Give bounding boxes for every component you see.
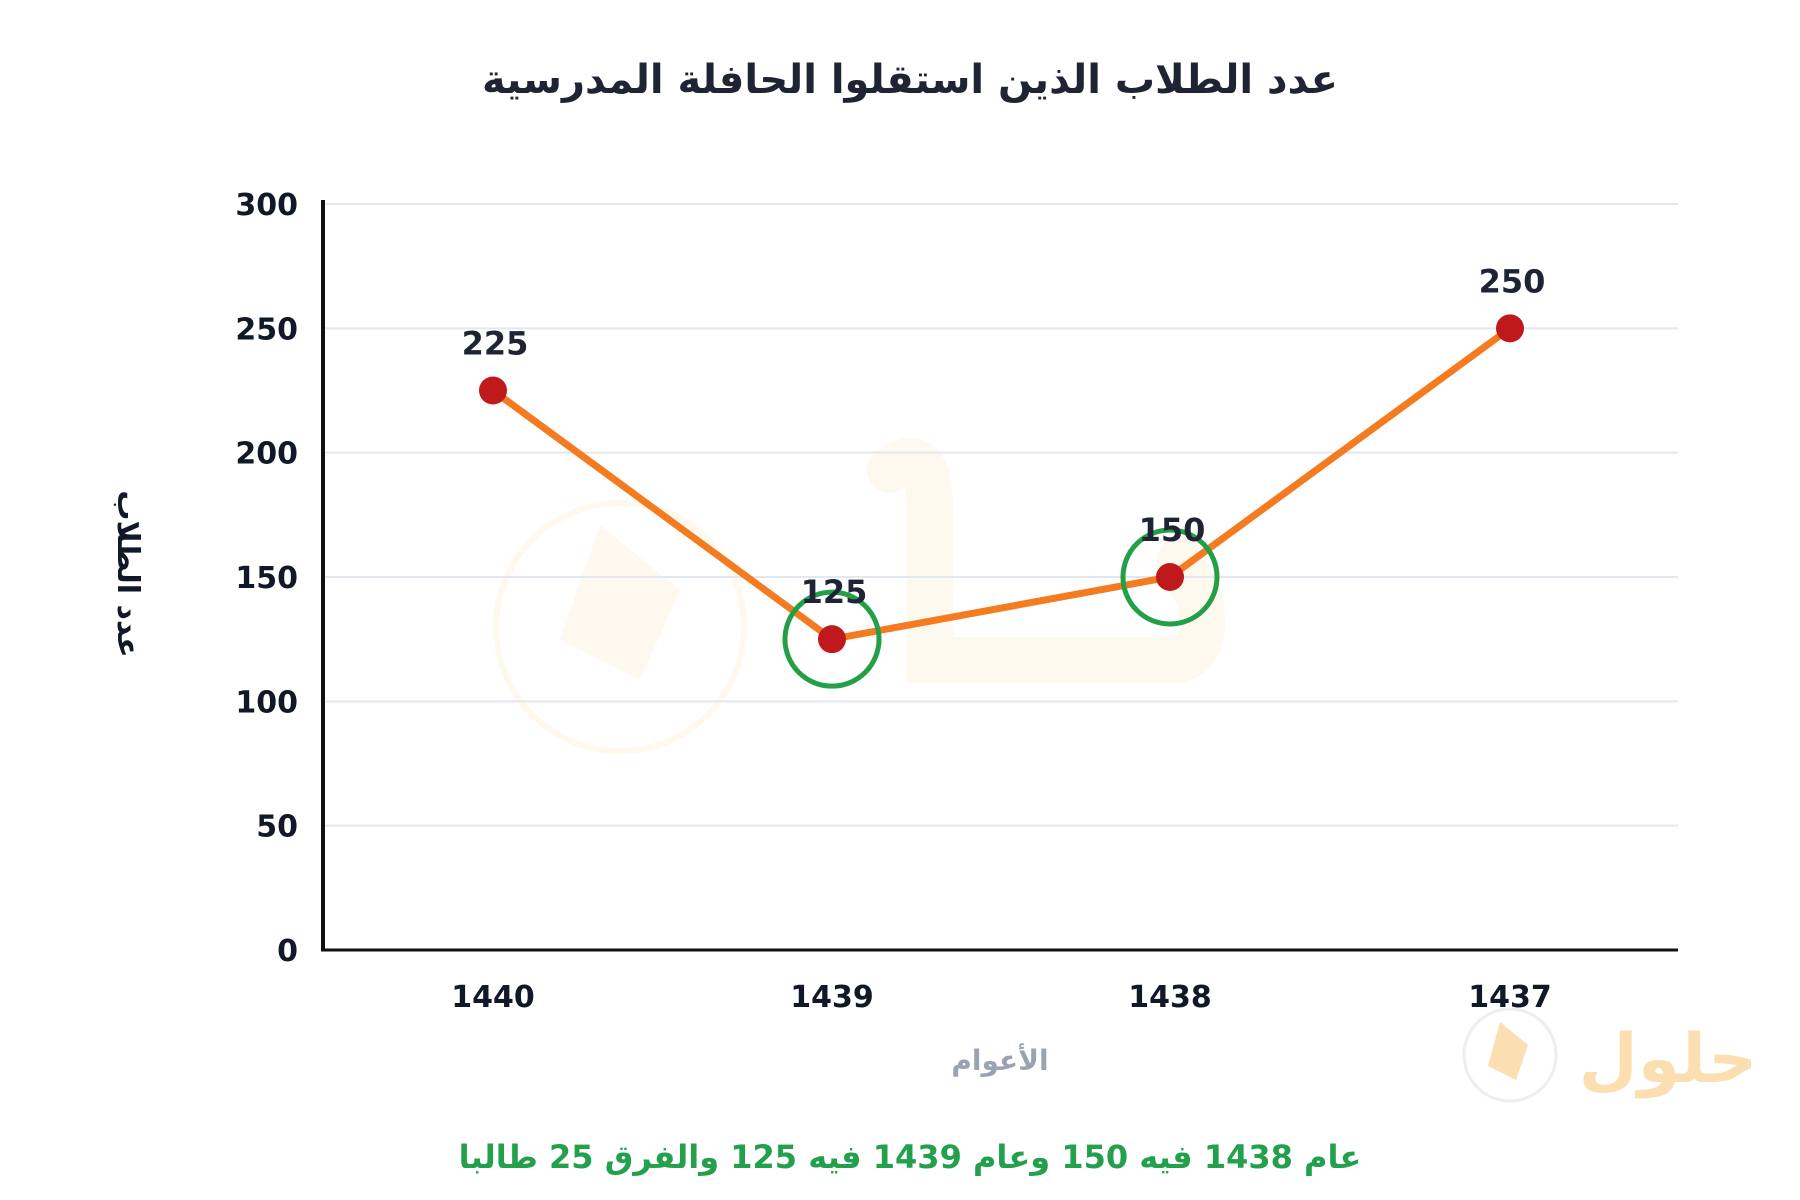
data-point bbox=[818, 625, 846, 654]
highlight-ring bbox=[1120, 527, 1220, 627]
y-tick-label: 150 bbox=[235, 561, 298, 596]
y-tick-label: 100 bbox=[235, 685, 298, 720]
y-tick-labels: 0 50 100 150 200 250 300 bbox=[235, 188, 298, 969]
watermark-text: حلول bbox=[1579, 1020, 1757, 1099]
axes bbox=[321, 200, 1678, 952]
x-tick-label: 1437 bbox=[1468, 980, 1552, 1015]
watermark-corner-logo: حلول bbox=[1462, 1007, 1757, 1103]
data-point bbox=[1496, 314, 1524, 343]
x-tick-label: 1440 bbox=[451, 980, 535, 1015]
chart-title: عدد الطلاب الذين استقلوا الحافلة المدرسي… bbox=[482, 57, 1338, 103]
y-tick-label: 300 bbox=[235, 188, 298, 223]
x-tick-labels: 1440 1439 1438 1437 bbox=[451, 980, 1552, 1015]
y-axis-title: عدد الطلاب bbox=[110, 490, 145, 657]
y-tick-label: 250 bbox=[235, 312, 298, 347]
y-tick-label: 200 bbox=[235, 437, 298, 472]
y-tick-label: 50 bbox=[256, 810, 298, 845]
x-axis-title: الأعوام bbox=[951, 1043, 1048, 1077]
x-tick-label: 1439 bbox=[790, 980, 874, 1015]
grid-lines bbox=[323, 203, 1678, 827]
watermark-logo bbox=[493, 438, 1225, 754]
data-point bbox=[1156, 563, 1184, 591]
data-label: 250 bbox=[1479, 262, 1546, 300]
highlight-ring bbox=[782, 589, 882, 689]
data-labels: 225 125 150 250 bbox=[462, 262, 1546, 611]
data-point bbox=[479, 376, 507, 405]
data-label: 150 bbox=[1139, 511, 1206, 549]
highlight-rings bbox=[782, 527, 1220, 689]
data-series bbox=[479, 314, 1524, 654]
data-label: 225 bbox=[462, 325, 529, 363]
x-tick-label: 1438 bbox=[1128, 980, 1212, 1015]
data-label: 125 bbox=[801, 573, 868, 611]
series-line bbox=[489, 324, 1514, 643]
comparison-note: عام 1438 فيه 150 وعام 1439 فيه 125 والفر… bbox=[459, 1138, 1362, 1176]
y-tick-label: 0 bbox=[277, 934, 298, 969]
